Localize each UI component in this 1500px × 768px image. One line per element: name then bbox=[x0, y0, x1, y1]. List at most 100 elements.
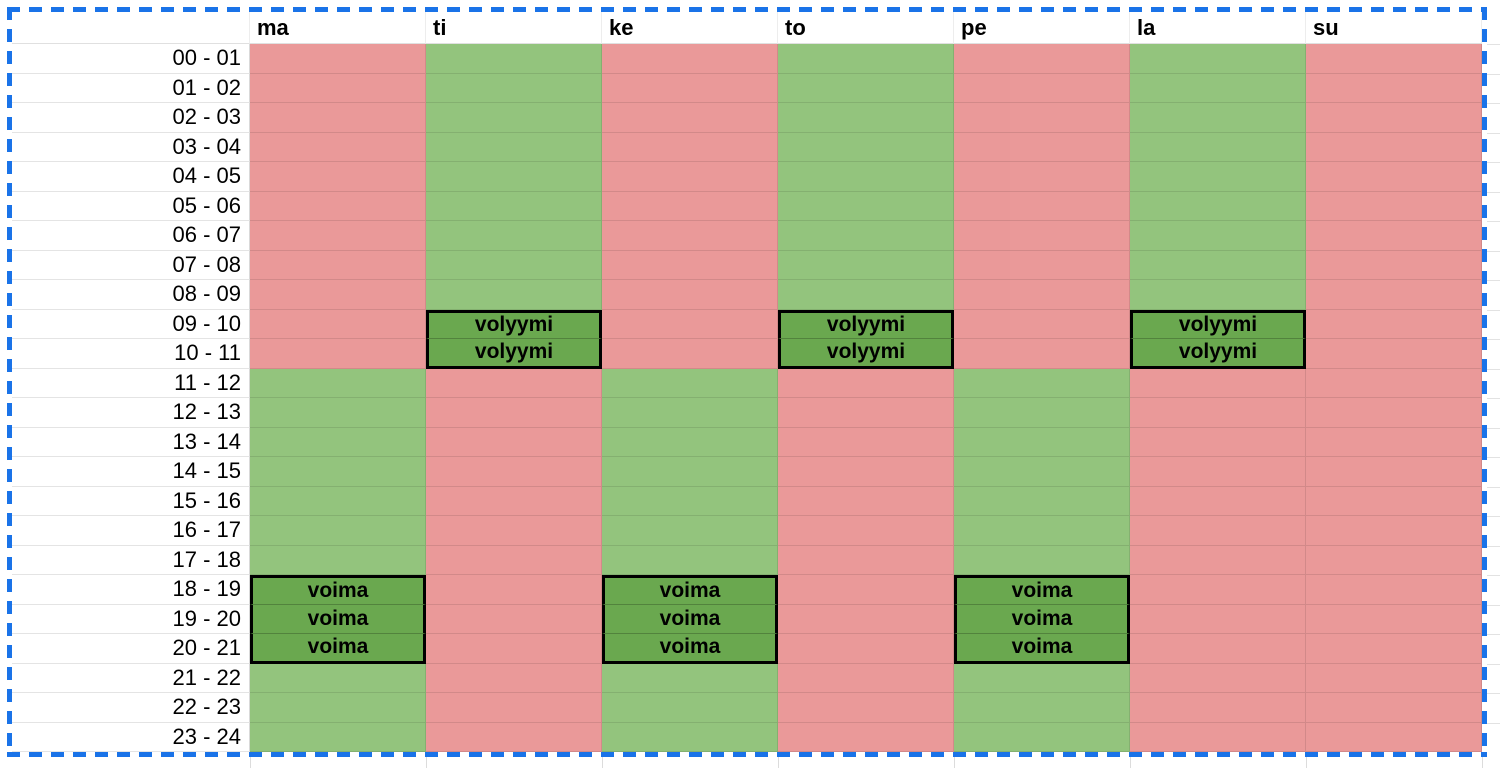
session-cell-la-10[interactable]: volyymi bbox=[1130, 339, 1306, 369]
cell-ti-5[interactable] bbox=[426, 191, 602, 221]
cell-to-5[interactable] bbox=[778, 191, 954, 221]
cell-pe-17[interactable] bbox=[954, 545, 1130, 575]
cell-ti-17[interactable] bbox=[426, 545, 602, 575]
cell-ma-22[interactable] bbox=[250, 693, 426, 723]
cell-pe-3[interactable] bbox=[954, 132, 1130, 162]
cell-su-18[interactable] bbox=[1306, 575, 1482, 605]
cell-ti-4[interactable] bbox=[426, 162, 602, 192]
cell-to-4[interactable] bbox=[778, 162, 954, 192]
cell-ti-22[interactable] bbox=[426, 693, 602, 723]
cell-la-14[interactable] bbox=[1130, 457, 1306, 487]
cell-ti-11[interactable] bbox=[426, 368, 602, 398]
session-cell-ma-19[interactable]: voima bbox=[250, 604, 426, 634]
cell-pe-9[interactable] bbox=[954, 309, 1130, 339]
cell-to-16[interactable] bbox=[778, 516, 954, 546]
session-cell-pe-19[interactable]: voima bbox=[954, 604, 1130, 634]
cell-pe-1[interactable] bbox=[954, 73, 1130, 103]
cell-su-0[interactable] bbox=[1306, 44, 1482, 74]
cell-ke-13[interactable] bbox=[602, 427, 778, 457]
cell-pe-14[interactable] bbox=[954, 457, 1130, 487]
cell-ma-16[interactable] bbox=[250, 516, 426, 546]
cell-pe-7[interactable] bbox=[954, 250, 1130, 280]
cell-ma-6[interactable] bbox=[250, 221, 426, 251]
cell-pe-15[interactable] bbox=[954, 486, 1130, 516]
session-cell-ma-18[interactable]: voima bbox=[250, 575, 426, 605]
cell-ke-9[interactable] bbox=[602, 309, 778, 339]
cell-pe-0[interactable] bbox=[954, 44, 1130, 74]
day-header-su[interactable]: su bbox=[1306, 12, 1482, 44]
day-header-ke[interactable]: ke bbox=[602, 12, 778, 44]
cell-su-22[interactable] bbox=[1306, 693, 1482, 723]
cell-la-2[interactable] bbox=[1130, 103, 1306, 133]
cell-la-1[interactable] bbox=[1130, 73, 1306, 103]
cell-su-6[interactable] bbox=[1306, 221, 1482, 251]
cell-ke-23[interactable] bbox=[602, 722, 778, 752]
cell-ma-23[interactable] bbox=[250, 722, 426, 752]
cell-ma-10[interactable] bbox=[250, 339, 426, 369]
hour-label-12[interactable]: 12 - 13 bbox=[12, 398, 250, 428]
cell-su-20[interactable] bbox=[1306, 634, 1482, 664]
cell-su-11[interactable] bbox=[1306, 368, 1482, 398]
cell-to-2[interactable] bbox=[778, 103, 954, 133]
cell-pe-8[interactable] bbox=[954, 280, 1130, 310]
cell-pe-2[interactable] bbox=[954, 103, 1130, 133]
cell-ti-19[interactable] bbox=[426, 604, 602, 634]
cell-ma-8[interactable] bbox=[250, 280, 426, 310]
cell-ma-21[interactable] bbox=[250, 663, 426, 693]
cell-ke-8[interactable] bbox=[602, 280, 778, 310]
cell-ti-1[interactable] bbox=[426, 73, 602, 103]
cell-ma-9[interactable] bbox=[250, 309, 426, 339]
session-cell-ma-20[interactable]: voima bbox=[250, 634, 426, 664]
cell-to-21[interactable] bbox=[778, 663, 954, 693]
cell-la-15[interactable] bbox=[1130, 486, 1306, 516]
cell-ti-0[interactable] bbox=[426, 44, 602, 74]
cell-la-16[interactable] bbox=[1130, 516, 1306, 546]
hour-label-14[interactable]: 14 - 15 bbox=[12, 457, 250, 487]
cell-la-8[interactable] bbox=[1130, 280, 1306, 310]
cell-su-21[interactable] bbox=[1306, 663, 1482, 693]
cell-to-18[interactable] bbox=[778, 575, 954, 605]
cell-ke-11[interactable] bbox=[602, 368, 778, 398]
hour-label-0[interactable]: 00 - 01 bbox=[12, 44, 250, 74]
cell-su-4[interactable] bbox=[1306, 162, 1482, 192]
cell-su-8[interactable] bbox=[1306, 280, 1482, 310]
cell-su-14[interactable] bbox=[1306, 457, 1482, 487]
cell-to-8[interactable] bbox=[778, 280, 954, 310]
cell-ma-3[interactable] bbox=[250, 132, 426, 162]
cell-ti-23[interactable] bbox=[426, 722, 602, 752]
cell-ti-6[interactable] bbox=[426, 221, 602, 251]
cell-su-15[interactable] bbox=[1306, 486, 1482, 516]
cell-su-1[interactable] bbox=[1306, 73, 1482, 103]
cell-la-3[interactable] bbox=[1130, 132, 1306, 162]
hour-label-5[interactable]: 05 - 06 bbox=[12, 191, 250, 221]
hour-label-7[interactable]: 07 - 08 bbox=[12, 250, 250, 280]
hour-label-13[interactable]: 13 - 14 bbox=[12, 427, 250, 457]
session-cell-la-9[interactable]: volyymi bbox=[1130, 309, 1306, 339]
cell-la-7[interactable] bbox=[1130, 250, 1306, 280]
cell-la-6[interactable] bbox=[1130, 221, 1306, 251]
cell-to-17[interactable] bbox=[778, 545, 954, 575]
cell-ma-2[interactable] bbox=[250, 103, 426, 133]
hour-label-15[interactable]: 15 - 16 bbox=[12, 486, 250, 516]
cell-to-3[interactable] bbox=[778, 132, 954, 162]
cell-la-18[interactable] bbox=[1130, 575, 1306, 605]
cell-ke-17[interactable] bbox=[602, 545, 778, 575]
cell-to-13[interactable] bbox=[778, 427, 954, 457]
cell-pe-4[interactable] bbox=[954, 162, 1130, 192]
cell-to-1[interactable] bbox=[778, 73, 954, 103]
cell-to-12[interactable] bbox=[778, 398, 954, 428]
hour-label-11[interactable]: 11 - 12 bbox=[12, 368, 250, 398]
session-cell-ke-20[interactable]: voima bbox=[602, 634, 778, 664]
hour-label-4[interactable]: 04 - 05 bbox=[12, 162, 250, 192]
cell-ma-17[interactable] bbox=[250, 545, 426, 575]
session-cell-ti-10[interactable]: volyymi bbox=[426, 339, 602, 369]
day-header-to[interactable]: to bbox=[778, 12, 954, 44]
cell-ke-21[interactable] bbox=[602, 663, 778, 693]
cell-su-7[interactable] bbox=[1306, 250, 1482, 280]
cell-pe-12[interactable] bbox=[954, 398, 1130, 428]
cell-to-22[interactable] bbox=[778, 693, 954, 723]
cell-la-19[interactable] bbox=[1130, 604, 1306, 634]
cell-la-11[interactable] bbox=[1130, 368, 1306, 398]
cell-su-9[interactable] bbox=[1306, 309, 1482, 339]
hour-label-20[interactable]: 20 - 21 bbox=[12, 634, 250, 664]
